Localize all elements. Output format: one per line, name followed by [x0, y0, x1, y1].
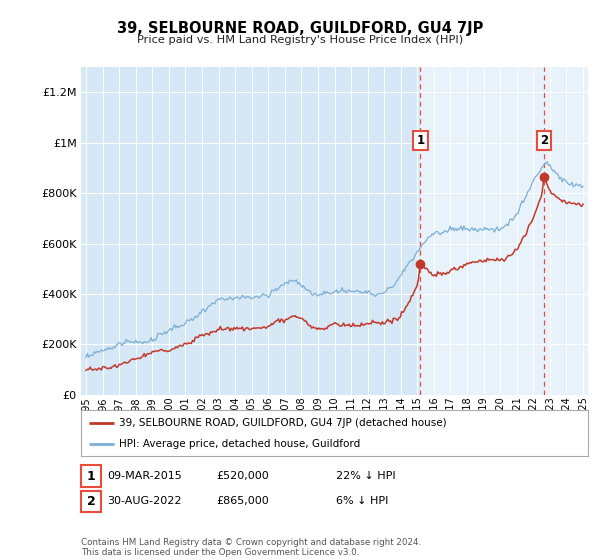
Text: 2: 2	[540, 134, 548, 147]
Text: HPI: Average price, detached house, Guildford: HPI: Average price, detached house, Guil…	[119, 439, 360, 449]
Text: 39, SELBOURNE ROAD, GUILDFORD, GU4 7JP: 39, SELBOURNE ROAD, GUILDFORD, GU4 7JP	[117, 21, 483, 36]
Text: 09-MAR-2015: 09-MAR-2015	[107, 471, 182, 481]
Text: £865,000: £865,000	[216, 496, 269, 506]
Text: 30-AUG-2022: 30-AUG-2022	[107, 496, 181, 506]
Text: 22% ↓ HPI: 22% ↓ HPI	[336, 471, 395, 481]
Text: 1: 1	[416, 134, 425, 147]
Text: 1: 1	[86, 469, 95, 483]
Text: £520,000: £520,000	[216, 471, 269, 481]
Text: 2: 2	[86, 494, 95, 508]
Text: Price paid vs. HM Land Registry's House Price Index (HPI): Price paid vs. HM Land Registry's House …	[137, 35, 463, 45]
Bar	[421, 67, 588, 395]
Text: 39, SELBOURNE ROAD, GUILDFORD, GU4 7JP (detached house): 39, SELBOURNE ROAD, GUILDFORD, GU4 7JP (…	[119, 418, 446, 428]
Text: 6% ↓ HPI: 6% ↓ HPI	[336, 496, 388, 506]
Text: Contains HM Land Registry data © Crown copyright and database right 2024.
This d: Contains HM Land Registry data © Crown c…	[81, 538, 421, 557]
